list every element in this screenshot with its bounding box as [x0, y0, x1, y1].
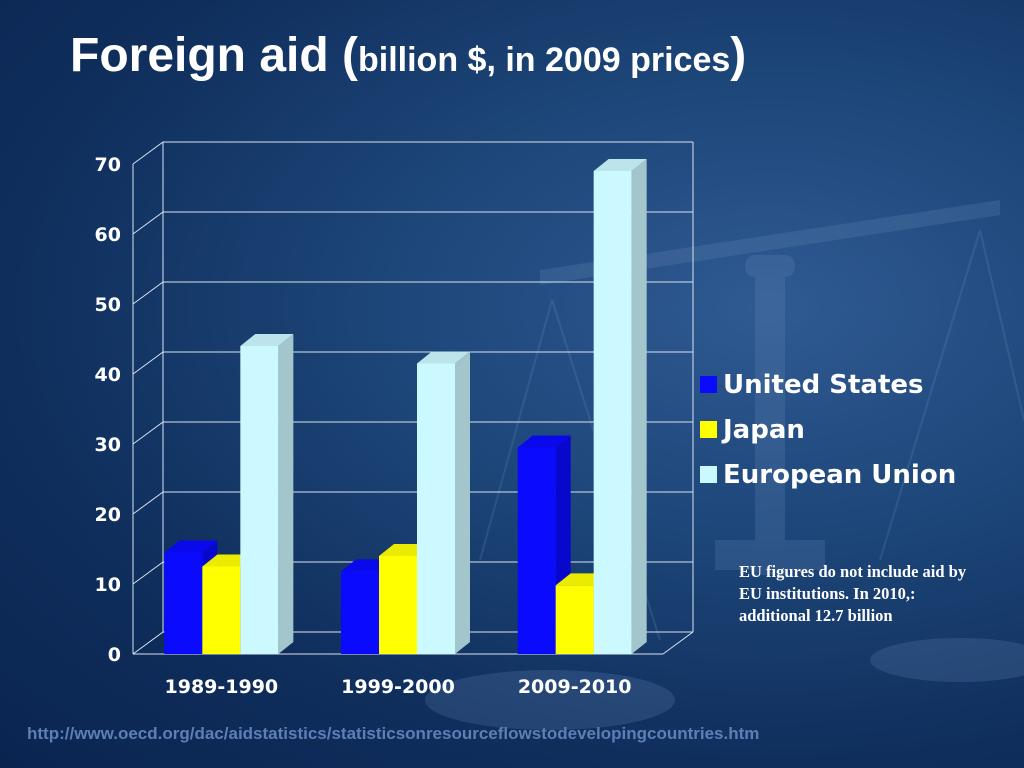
bar-front [240, 346, 279, 654]
bar-side [455, 351, 470, 654]
legend-item-united-states: United States [700, 362, 956, 407]
chart-gridlines [132, 141, 693, 655]
bar-united-states-2009-2010 [517, 435, 571, 654]
chart-legend: United States Japan European Union [700, 362, 956, 497]
bar-front [379, 556, 417, 654]
bar-front [417, 363, 455, 654]
x-category-label-1989-1990: 1989-1990 [165, 676, 279, 698]
bar-top [164, 540, 218, 553]
legend-label-japan: Japan [723, 414, 805, 445]
x-axis-category-labels: 1989-1990 1999-2000 2009-2010 [165, 676, 632, 698]
bar-european-union-2009-2010 [593, 159, 647, 654]
bar-front [555, 585, 594, 654]
y-axis-tick-labels: 0 10 20 30 40 50 60 70 [95, 154, 121, 666]
x-category-label-1999-2000: 1999-2000 [341, 676, 455, 698]
gridline-10 [132, 561, 693, 585]
gridline-20 [132, 491, 693, 515]
title-close: ) [730, 29, 747, 82]
y-tick-label-60: 60 [95, 224, 121, 246]
y-tick-label-20: 20 [95, 504, 121, 526]
bar-european-union-1999-2000 [417, 351, 470, 654]
legend-item-european-union: European Union [700, 452, 956, 497]
bar-top [517, 435, 571, 448]
legend-swatch-european-union [700, 466, 717, 483]
bar-front [202, 566, 241, 654]
gridline-40 [132, 351, 693, 375]
y-tick-label-10: 10 [95, 574, 121, 596]
bar-front [593, 171, 632, 654]
gridline-0 [132, 631, 693, 655]
gridline-30 [132, 421, 693, 445]
y-tick-label-50: 50 [95, 294, 121, 316]
floor-right-edge [662, 631, 694, 655]
chart-bars [164, 159, 647, 654]
bar-front [341, 571, 379, 654]
legend-swatch-united-states [700, 376, 717, 393]
eu-footnote: EU figures do not include aid by EU inst… [739, 562, 967, 625]
source-link[interactable]: http://www.oecd.org/dac/aidstatistics/st… [27, 724, 760, 743]
legend-item-japan: Japan [700, 407, 956, 452]
bar-top [417, 351, 470, 364]
bar-side [631, 159, 647, 654]
bar-top [593, 159, 647, 171]
gridline-50 [132, 281, 693, 305]
legend-swatch-japan [700, 421, 717, 438]
title-subtitle: billion $, in 2009 prices [358, 41, 731, 79]
y-tick-label-70: 70 [95, 154, 121, 176]
y-tick-label-30: 30 [95, 434, 121, 456]
bar-top [240, 334, 294, 346]
bar-side [278, 334, 294, 654]
y-tick-label-0: 0 [108, 644, 121, 666]
legend-label-united-states: United States [723, 369, 924, 400]
bar-front [164, 552, 203, 654]
bar-front [517, 447, 556, 654]
gridline-70 [132, 141, 693, 165]
bar-european-union-1989-1990 [240, 334, 294, 654]
legend-label-european-union: European Union [723, 459, 957, 490]
x-category-label-2009-2010: 2009-2010 [518, 676, 632, 698]
title-main: Foreign aid ( [70, 29, 358, 82]
y-tick-label-40: 40 [95, 364, 121, 386]
gridline-60 [132, 211, 693, 235]
slide-title: Foreign aid (billion $, in 2009 prices) [70, 28, 746, 83]
